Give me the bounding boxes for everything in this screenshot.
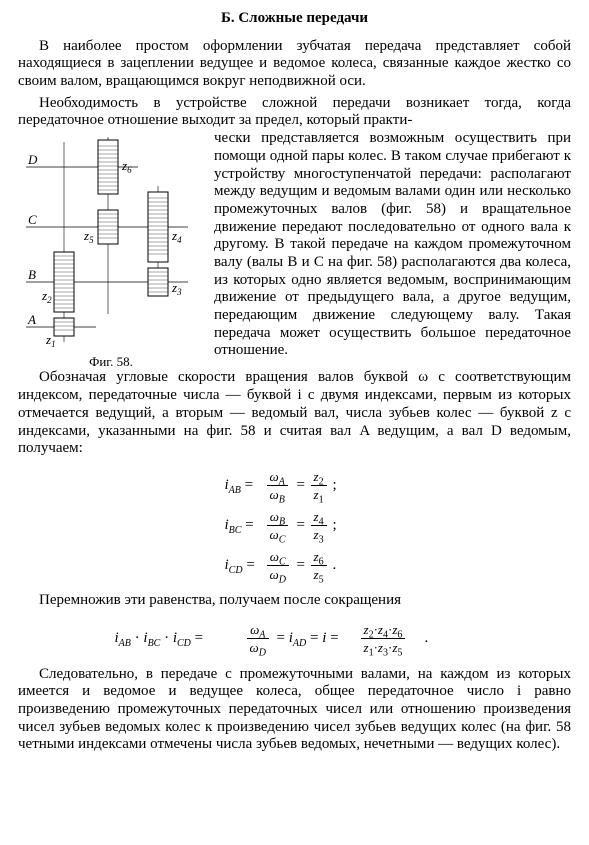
svg-text:z5: z5 — [83, 228, 94, 245]
svg-text:z4: z4 — [171, 228, 182, 245]
section-title: Б. Сложные передачи — [18, 10, 571, 28]
eq-iCD: iCD = ωCωD = z6z5 . — [145, 546, 445, 584]
equation-product: iAB · iBC · iCD = ωAωD = iAD = i = z2·z4… — [18, 618, 571, 658]
paragraph-5: Следовательно, в передаче с промежуточны… — [18, 666, 571, 754]
svg-text:z3: z3 — [171, 280, 182, 297]
paragraph-4: Перемножив эти равенства, получаем после… — [18, 592, 571, 610]
eq-iAB: iAB = ωAωB = z2z1 ; — [145, 466, 445, 504]
eq-iBC: iBC = ωBωC = z4z3 ; — [145, 506, 445, 544]
svg-text:z6: z6 — [121, 158, 132, 175]
figure-58-svg: D C B A z6 z5 z4 z3 z2 z1 — [18, 132, 204, 352]
equations-ratios: iAB = ωAωB = z2z1 ; iBC = ωBωC = z4z3 ; … — [18, 466, 571, 584]
label-B: B — [28, 267, 36, 282]
paragraph-2a: Необходимость в устройстве сложной перед… — [18, 95, 571, 130]
label-A: A — [27, 312, 36, 327]
label-D: D — [27, 152, 38, 167]
p2a-text: Необходимость в устройстве сложной перед… — [18, 95, 571, 129]
paragraph-3: Обозначая угловые скорости вращения вало… — [18, 369, 571, 457]
figure-58: D C B A z6 z5 z4 z3 z2 z1 Фиг. 58. — [18, 132, 204, 369]
figure-caption: Фиг. 58. — [18, 354, 204, 369]
paragraph-1: В наиболее простом оформлении зубчатая п… — [18, 38, 571, 91]
svg-text:z2: z2 — [41, 288, 52, 305]
label-C: C — [28, 212, 37, 227]
